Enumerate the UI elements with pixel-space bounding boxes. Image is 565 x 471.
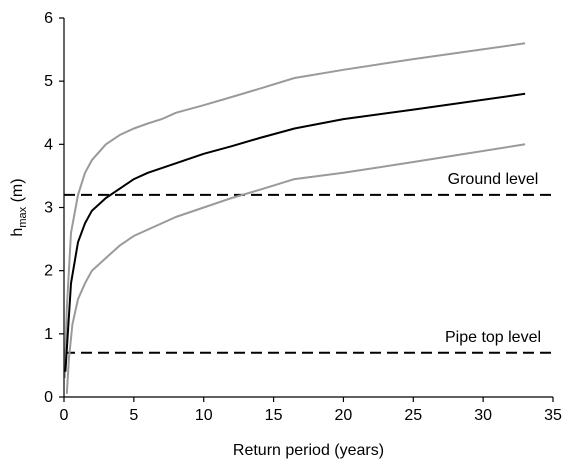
x-tick-label: 15 (265, 407, 283, 424)
y-tick-label: 6 (44, 10, 53, 27)
y-tick-label: 2 (44, 263, 53, 280)
y-axis-title-subscript: max (17, 206, 29, 227)
axes (59, 17, 554, 402)
reference-lines (64, 193, 553, 354)
median-line (64, 92, 526, 372)
x-tick-label: 25 (404, 407, 422, 424)
annotation-pipe-top-level: Pipe top level (445, 329, 541, 346)
x-tick-label: 20 (335, 407, 353, 424)
x-tick-label: 5 (129, 407, 138, 424)
series-lines (63, 42, 526, 394)
y-tick-label: 1 (44, 326, 53, 343)
x-tick-label: 35 (544, 407, 562, 424)
upper-bound-line (63, 42, 526, 379)
lower-bound-line (65, 143, 526, 394)
x-tick-label: 0 (60, 407, 69, 424)
x-tick-label: 30 (474, 407, 492, 424)
y-tick-label: 4 (44, 136, 53, 153)
y-axis-title-suffix: (m) (9, 178, 26, 206)
tick-labels: 0 1 2 3 4 5 6 0 5 10 15 20 25 30 35 (44, 10, 562, 424)
y-axis-title-base: h (9, 228, 26, 237)
y-tick-label: 5 (44, 73, 53, 90)
y-tick-label: 3 (44, 200, 53, 217)
y-axis-title: hmax (m) (9, 178, 29, 236)
x-axis-title: Return period (years) (233, 442, 384, 459)
y-tick-label: 0 (44, 389, 53, 406)
x-tick-label: 10 (195, 407, 213, 424)
annotation-ground-level: Ground level (448, 171, 539, 188)
